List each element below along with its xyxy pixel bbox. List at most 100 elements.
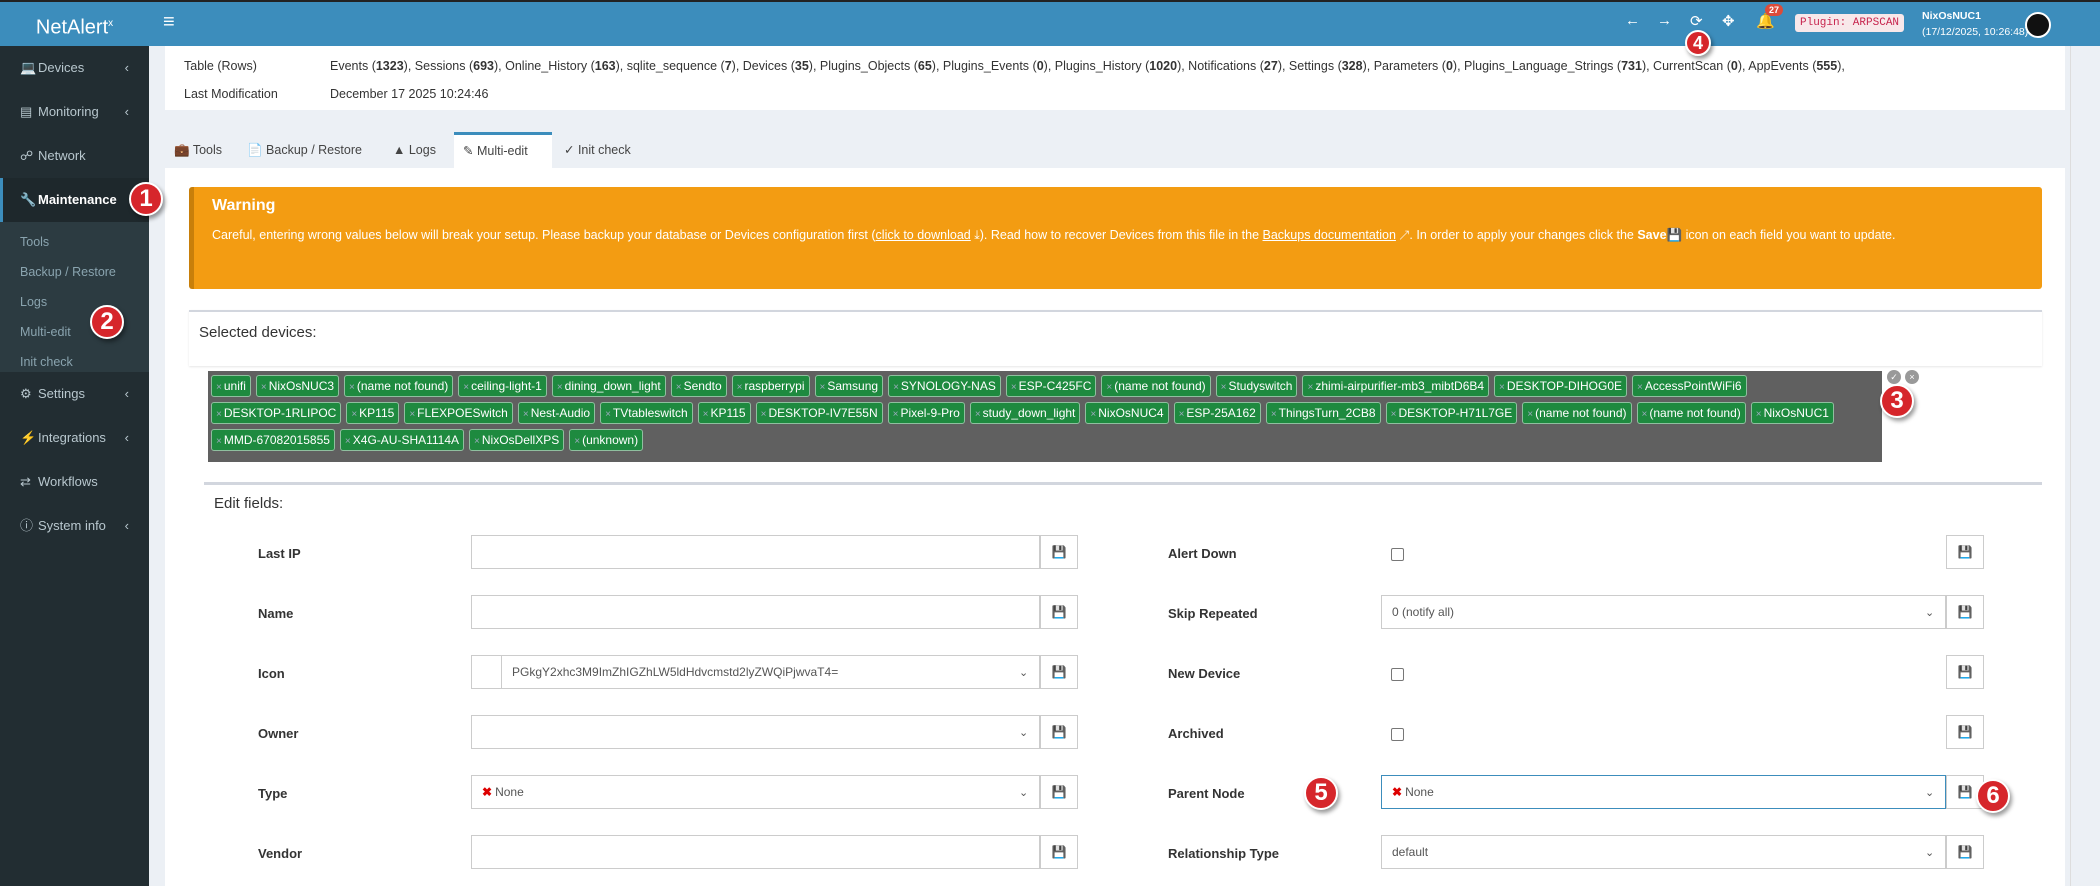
remove-tag-icon[interactable]: × bbox=[216, 409, 222, 420]
menu-toggle-icon[interactable]: ≡ bbox=[163, 11, 175, 33]
owner-select[interactable]: ⌄ bbox=[471, 715, 1040, 749]
device-tag[interactable]: × zhimi-airpurifier-mb3_mibtD6B4 bbox=[1302, 375, 1490, 397]
alert-down-save-button[interactable]: 💾 bbox=[1946, 535, 1984, 569]
submenu-tools[interactable]: Tools bbox=[20, 235, 50, 249]
move-arrows-icon[interactable]: ✥ bbox=[1722, 13, 1735, 30]
remove-tag-icon[interactable]: × bbox=[1106, 382, 1113, 393]
new-device-checkbox[interactable] bbox=[1391, 668, 1404, 681]
archived-checkbox[interactable] bbox=[1391, 728, 1404, 741]
clear-x-icon[interactable]: × bbox=[1905, 370, 1919, 384]
tab-backup-restore[interactable]: 📄 Backup / Restore bbox=[247, 143, 362, 157]
relationship-type-select[interactable]: default ⌄ bbox=[1381, 835, 1946, 869]
tab-logs[interactable]: ▲ Logs bbox=[393, 143, 436, 157]
device-tag[interactable]: × (unknown) bbox=[569, 429, 644, 451]
name-input[interactable] bbox=[471, 595, 1040, 629]
device-tag[interactable]: × Sendto bbox=[670, 375, 727, 397]
type-select[interactable]: ✖ None ⌄ bbox=[471, 775, 1040, 809]
device-tag[interactable]: × Studyswitch bbox=[1215, 375, 1298, 397]
remove-tag-icon[interactable]: × bbox=[736, 382, 743, 393]
device-tag[interactable]: × DESKTOP-1RLIPOC bbox=[211, 402, 342, 424]
icon-select[interactable]: PGkgY2xhc3M9ImZhIGZhLW5ldHdvcmstd2lyZWQi… bbox=[471, 655, 1040, 689]
device-tag[interactable]: × (name not found) bbox=[344, 375, 454, 397]
remove-tag-icon[interactable]: × bbox=[351, 409, 358, 420]
sidebar-item-system-info[interactable]: ⓘ System info ‹ bbox=[0, 504, 149, 548]
forward-arrow-icon[interactable]: → bbox=[1657, 12, 1672, 29]
archived-save-button[interactable]: 💾 bbox=[1946, 715, 1984, 749]
submenu-multi-edit[interactable]: Multi-edit bbox=[20, 325, 71, 339]
submenu-logs[interactable]: Logs bbox=[20, 295, 48, 309]
remove-tag-icon[interactable]: × bbox=[1307, 382, 1314, 393]
remove-tag-icon[interactable]: × bbox=[574, 436, 581, 447]
remove-tag-icon[interactable]: × bbox=[1755, 409, 1762, 420]
device-tag[interactable]: × ESP-25A162 bbox=[1173, 402, 1261, 424]
last-ip-save-button[interactable]: 💾 bbox=[1040, 535, 1078, 569]
remove-tag-icon[interactable]: × bbox=[675, 382, 682, 393]
remove-tag-icon[interactable]: × bbox=[760, 409, 767, 420]
remove-tag-icon[interactable]: × bbox=[1637, 382, 1643, 393]
remove-tag-icon[interactable]: × bbox=[1270, 409, 1277, 420]
remove-tag-icon[interactable]: × bbox=[605, 409, 611, 420]
last-ip-input[interactable] bbox=[471, 535, 1040, 569]
logo[interactable]: NetAlertx bbox=[0, 2, 149, 46]
vendor-input[interactable] bbox=[471, 835, 1040, 869]
relationship-type-save-button[interactable]: 💾 bbox=[1946, 835, 1984, 869]
remove-tag-icon[interactable]: × bbox=[893, 382, 899, 393]
device-tag[interactable]: × DESKTOP-H71L7GE bbox=[1385, 402, 1518, 424]
device-tag[interactable]: × KP115 bbox=[346, 402, 400, 424]
device-tag[interactable]: × KP115 bbox=[697, 402, 751, 424]
device-tag[interactable]: × dining_down_light bbox=[551, 375, 666, 397]
backups-docs-link[interactable]: Backups documentation bbox=[1262, 228, 1396, 242]
remove-tag-icon[interactable]: × bbox=[702, 409, 709, 420]
remove-tag-icon[interactable]: × bbox=[892, 409, 899, 420]
remove-tag-icon[interactable]: × bbox=[1010, 382, 1017, 393]
tab-tools[interactable]: 💼 Tools bbox=[174, 143, 222, 157]
remove-tag-icon[interactable]: × bbox=[1641, 409, 1648, 420]
refresh-icon[interactable]: ⟳ bbox=[1690, 13, 1703, 30]
device-tag[interactable]: × MMD-67082015855 bbox=[211, 429, 335, 451]
remove-tag-icon[interactable]: × bbox=[409, 409, 416, 420]
sidebar-item-monitoring[interactable]: ▤ Monitoring ‹ bbox=[0, 90, 149, 134]
confirm-check-icon[interactable]: ✓ bbox=[1887, 370, 1901, 384]
device-tag[interactable]: × unifi bbox=[211, 375, 251, 397]
skip-repeated-save-button[interactable]: 💾 bbox=[1946, 595, 1984, 629]
sidebar-item-devices[interactable]: 💻 Devices ‹ bbox=[0, 46, 149, 90]
sidebar-item-settings[interactable]: ⚙ Settings ‹ bbox=[0, 372, 149, 416]
tab-init-check[interactable]: ✓ Init check bbox=[564, 143, 631, 157]
remove-tag-icon[interactable]: × bbox=[1220, 382, 1227, 393]
device-tag[interactable]: × TVtableswitch bbox=[600, 402, 693, 424]
device-tag[interactable]: × (name not found) bbox=[1522, 402, 1632, 424]
remove-tag-icon[interactable]: × bbox=[1178, 409, 1185, 420]
device-tag[interactable]: × NixOsNUC4 bbox=[1085, 402, 1169, 424]
remove-tag-icon[interactable]: × bbox=[474, 436, 480, 447]
device-tag[interactable]: × X4G-AU-SHA1114A bbox=[339, 429, 465, 451]
device-tag[interactable]: × NixOsNUC1 bbox=[1750, 402, 1834, 424]
sidebar-item-maintenance[interactable]: 🔧 Maintenance bbox=[0, 178, 149, 222]
type-save-button[interactable]: 💾 bbox=[1040, 775, 1078, 809]
device-tag[interactable]: × study_down_light bbox=[969, 402, 1081, 424]
bell-icon[interactable]: 🔔 bbox=[1756, 13, 1775, 30]
remove-tag-icon[interactable]: × bbox=[349, 382, 355, 393]
device-tag[interactable]: × raspberrypi bbox=[731, 375, 810, 397]
submenu-backup-restore[interactable]: Backup / Restore bbox=[20, 265, 116, 279]
device-tag[interactable]: × DESKTOP-IV7E55N bbox=[755, 402, 883, 424]
sidebar-item-workflows[interactable]: ⇄ Workflows bbox=[0, 460, 149, 504]
device-tag[interactable]: × (name not found) bbox=[1636, 402, 1746, 424]
device-tag[interactable]: × ceiling-light-1 bbox=[458, 375, 547, 397]
sidebar-item-integrations[interactable]: ⚡ Integrations ‹ bbox=[0, 416, 149, 460]
device-tag[interactable]: × NixOsNUC3 bbox=[255, 375, 340, 397]
new-device-save-button[interactable]: 💾 bbox=[1946, 655, 1984, 689]
remove-tag-icon[interactable]: × bbox=[344, 436, 351, 447]
device-tag[interactable]: × NixOsDellXPS bbox=[469, 429, 565, 451]
submenu-init-check[interactable]: Init check bbox=[20, 355, 73, 369]
remove-tag-icon[interactable]: × bbox=[1090, 409, 1097, 420]
remove-tag-icon[interactable]: × bbox=[216, 382, 222, 393]
back-arrow-icon[interactable]: ← bbox=[1625, 12, 1640, 29]
vendor-save-button[interactable]: 💾 bbox=[1040, 835, 1078, 869]
device-tag[interactable]: × AccessPointWiFi6 bbox=[1632, 375, 1747, 397]
parent-node-select[interactable]: ✖ None ⌄ bbox=[1381, 775, 1946, 809]
remove-tag-icon[interactable]: × bbox=[1499, 382, 1505, 393]
download-link[interactable]: click to download bbox=[875, 228, 971, 242]
device-tag[interactable]: × Nest-Audio bbox=[517, 402, 596, 424]
device-tag[interactable]: × Pixel-9-Pro bbox=[887, 402, 965, 424]
device-tag[interactable]: × FLEXPOESwitch bbox=[404, 402, 513, 424]
